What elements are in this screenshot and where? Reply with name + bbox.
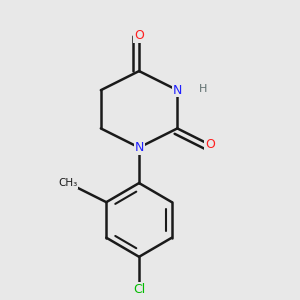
Text: Cl: Cl — [133, 283, 145, 296]
Text: CH₃: CH₃ — [58, 178, 78, 188]
Text: N: N — [172, 84, 182, 97]
Text: N: N — [134, 141, 144, 154]
Text: H: H — [199, 84, 208, 94]
Text: O: O — [134, 29, 144, 42]
Text: O: O — [205, 138, 215, 151]
